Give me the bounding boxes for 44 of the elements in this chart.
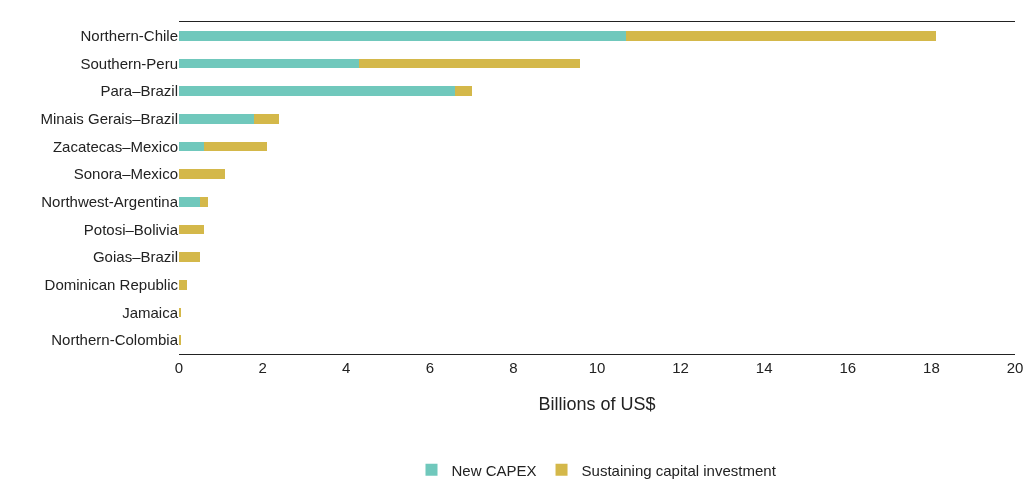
bar [179,224,205,235]
x-tick-label: 14 [755,359,773,376]
x-tick-label: 0 [174,359,184,376]
x-tick-label: 12 [672,359,689,376]
x-tick-label: 2 [258,359,267,376]
bar [199,196,209,207]
bar [179,279,188,290]
bar [179,307,182,318]
x-tick-label: 8 [509,359,518,376]
legend-label: Sustaining capital investment [581,461,777,479]
legend-label: New CAPEX [451,461,537,479]
x-tick-label: 16 [839,359,857,376]
bar [179,169,225,180]
bar [179,335,182,346]
y-tick-label: Potosi–Bolivia [83,220,179,238]
y-tick-label: Jamaica [122,303,179,321]
y-tick-label: Minais Gerais–Brazil [40,110,178,128]
y-tick-label: Southern-Peru [80,54,178,72]
bar [254,113,280,124]
x-tick-label: 6 [425,359,434,376]
y-tick-label: Dominican Republic [44,276,179,294]
bar [179,252,200,263]
bar [358,58,581,69]
bar [179,58,359,69]
y-tick-label: Sonora–Mexico [73,165,178,183]
x-tick-label: 10 [588,359,606,376]
y-tick-label: Northwest-Argentina [41,193,179,211]
y-tick-label: Zacatecas–Mexico [52,137,178,155]
bar [179,113,255,124]
bar [626,30,936,41]
x-tick-label: 4 [342,359,351,376]
y-tick-label: Northern-Chile [80,27,178,45]
y-tick-label: Para–Brazil [100,82,178,100]
bar [179,86,455,97]
x-tick-label: 20 [1006,359,1024,376]
bar [204,141,267,152]
bar [179,196,200,207]
y-tick-label: Goias–Brazil [92,248,178,266]
bar [179,141,205,152]
bar [454,86,472,97]
x-tick-label: 18 [923,359,940,376]
bar [179,30,627,41]
y-tick-label: Northern-Colombia [51,331,179,349]
x-axis-title: Billions of US$ [538,394,656,415]
